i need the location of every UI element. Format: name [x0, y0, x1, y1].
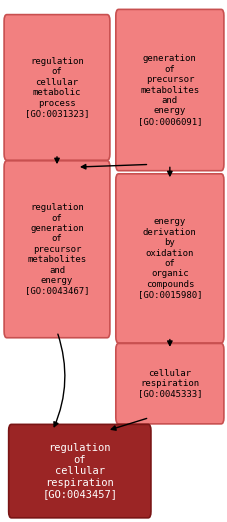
FancyBboxPatch shape — [115, 174, 223, 343]
Text: regulation
of
cellular
respiration
[GO:0043457]: regulation of cellular respiration [GO:0… — [42, 443, 117, 500]
FancyBboxPatch shape — [4, 161, 109, 338]
FancyBboxPatch shape — [4, 15, 109, 160]
Text: regulation
of
cellular
metabolic
process
[GO:0031323]: regulation of cellular metabolic process… — [25, 57, 89, 118]
Text: cellular
respiration
[GO:0045333]: cellular respiration [GO:0045333] — [137, 369, 201, 399]
Text: energy
derivation
by
oxidation
of
organic
compounds
[GO:0015980]: energy derivation by oxidation of organi… — [137, 218, 201, 299]
FancyBboxPatch shape — [9, 424, 150, 518]
FancyBboxPatch shape — [115, 9, 223, 171]
FancyBboxPatch shape — [115, 343, 223, 424]
Text: generation
of
precursor
metabolites
and
energy
[GO:0006091]: generation of precursor metabolites and … — [137, 54, 201, 126]
Text: regulation
of
generation
of
precursor
metabolites
and
energy
[GO:0043467]: regulation of generation of precursor me… — [25, 203, 89, 295]
